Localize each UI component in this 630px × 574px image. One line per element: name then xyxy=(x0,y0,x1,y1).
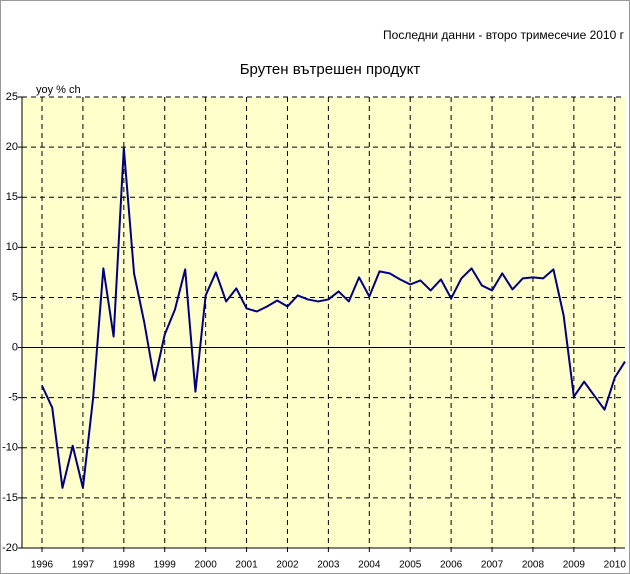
y-axis-label: yoy % ch xyxy=(36,84,81,96)
x-tick-label: 2002 xyxy=(276,560,299,571)
x-tick-label: 2005 xyxy=(399,560,422,571)
x-tick-label: 2001 xyxy=(235,560,258,571)
y-tick-label: 20 xyxy=(6,141,18,153)
x-tick-label: 2009 xyxy=(563,560,586,571)
x-tick-label: 2006 xyxy=(440,560,463,571)
x-tick-label: 1998 xyxy=(113,560,136,571)
x-tick-label: 1996 xyxy=(31,560,54,571)
x-tick-label: 2007 xyxy=(481,560,504,571)
y-tick-label: 25 xyxy=(6,91,18,103)
x-tick-label: 1999 xyxy=(154,560,177,571)
chart-title: Брутен вътрешен продукт xyxy=(240,61,421,78)
x-tick-label: 2010 xyxy=(604,560,627,571)
y-tick-label: -5 xyxy=(8,392,18,404)
data-line xyxy=(41,147,626,489)
y-tick-label: -10 xyxy=(2,442,18,454)
y-tick-label: 10 xyxy=(6,241,18,253)
y-tick-label: 5 xyxy=(12,291,18,303)
y-tick-label: 0 xyxy=(12,341,18,353)
x-tick-label: 2003 xyxy=(317,560,340,571)
x-tick-label: 2004 xyxy=(358,560,381,571)
x-tick-label: 1997 xyxy=(72,560,95,571)
x-tick-label: 2000 xyxy=(195,560,218,571)
chart-subtitle: Последни данни - второ тримесечие 2010 г xyxy=(383,28,625,42)
x-tick-label: 2008 xyxy=(522,560,545,571)
y-tick-label: -15 xyxy=(2,492,18,504)
y-tick-label: 15 xyxy=(6,191,18,203)
y-tick-label: -20 xyxy=(2,542,18,554)
